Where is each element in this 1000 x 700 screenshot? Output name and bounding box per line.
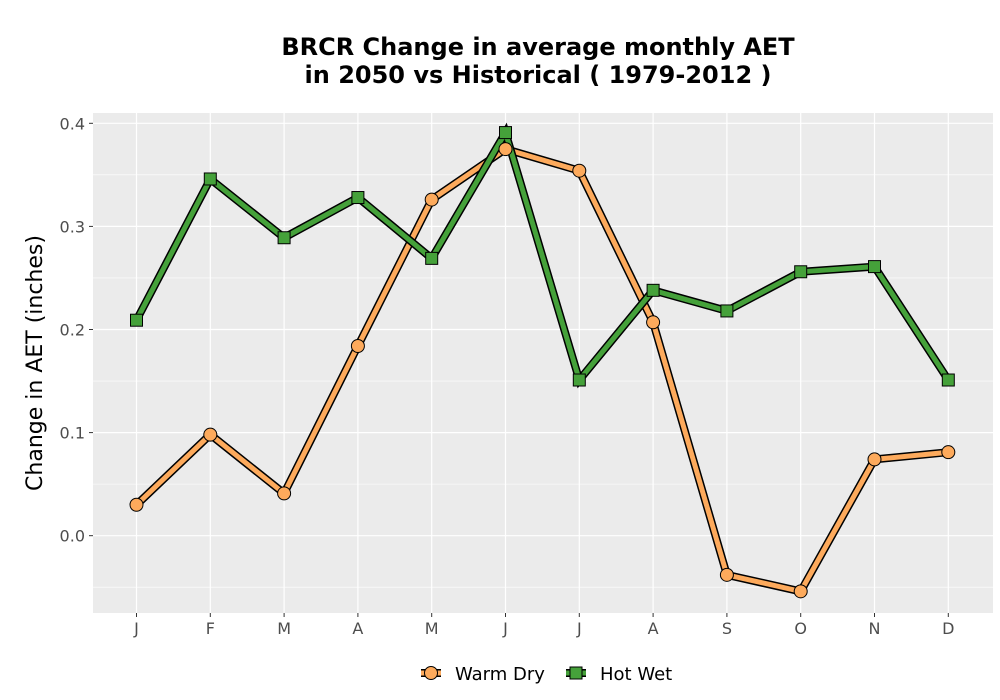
x-tick-label: A [352,619,363,638]
chart-title-line-2: in 2050 vs Historical ( 1979-2012 ) [305,61,772,89]
chart-title: BRCR Change in average monthly AET in 20… [281,33,795,89]
data-point [572,373,586,387]
chart-title-line-1: BRCR Change in average monthly AET [281,33,795,61]
data-point [129,497,144,512]
data-point [572,163,587,178]
y-axis-ticks: 0.0 0.1 0.2 0.3 0.4 [60,114,93,546]
data-point [720,304,734,318]
data-point [499,126,512,140]
x-tick-label: J [133,619,139,638]
data-point [498,142,513,157]
data-point [203,427,218,442]
x-tick-label: J [502,619,508,638]
data-point [425,251,439,265]
series-line [134,126,951,386]
legend: Warm Dry Hot Wet [421,664,672,685]
x-tick-label: J [576,619,582,638]
y-axis-label: Change in AET (inches) [23,235,48,491]
series-lines [132,122,952,596]
x-tick-label: O [794,619,807,638]
grid-minor [93,174,993,588]
data-point [424,192,439,207]
data-point [203,172,217,186]
x-tick-label: D [942,619,954,638]
data-point [351,191,365,205]
data-point [719,567,734,582]
plot-panel [93,113,993,613]
legend-key-marker [569,666,583,680]
x-tick-label: A [648,619,659,638]
series-markers [129,126,956,599]
data-point [794,265,808,279]
data-point [130,313,143,327]
data-point [941,373,955,387]
data-point [646,315,661,330]
y-tick-label: 0.4 [60,114,85,133]
data-point [277,486,292,501]
x-tick-label: N [869,619,881,638]
data-point [941,445,956,460]
grid-major [93,113,993,613]
x-tick-label: M [277,619,291,638]
legend-label: Hot Wet [600,664,672,685]
data-point [646,283,660,297]
data-point [793,584,808,599]
y-tick-label: 0.3 [60,217,85,236]
data-point [277,231,291,245]
x-tick-label: S [722,619,732,638]
y-tick-label: 0.0 [60,527,85,546]
legend-label: Warm Dry [455,664,545,685]
x-tick-label: F [206,619,215,638]
series-line [134,146,949,595]
data-point [867,452,882,467]
legend-key-marker [424,666,438,680]
x-tick-label: M [425,619,439,638]
data-point [350,338,365,353]
y-tick-label: 0.2 [60,320,85,339]
data-point [868,260,881,274]
y-tick-label: 0.1 [60,424,85,443]
